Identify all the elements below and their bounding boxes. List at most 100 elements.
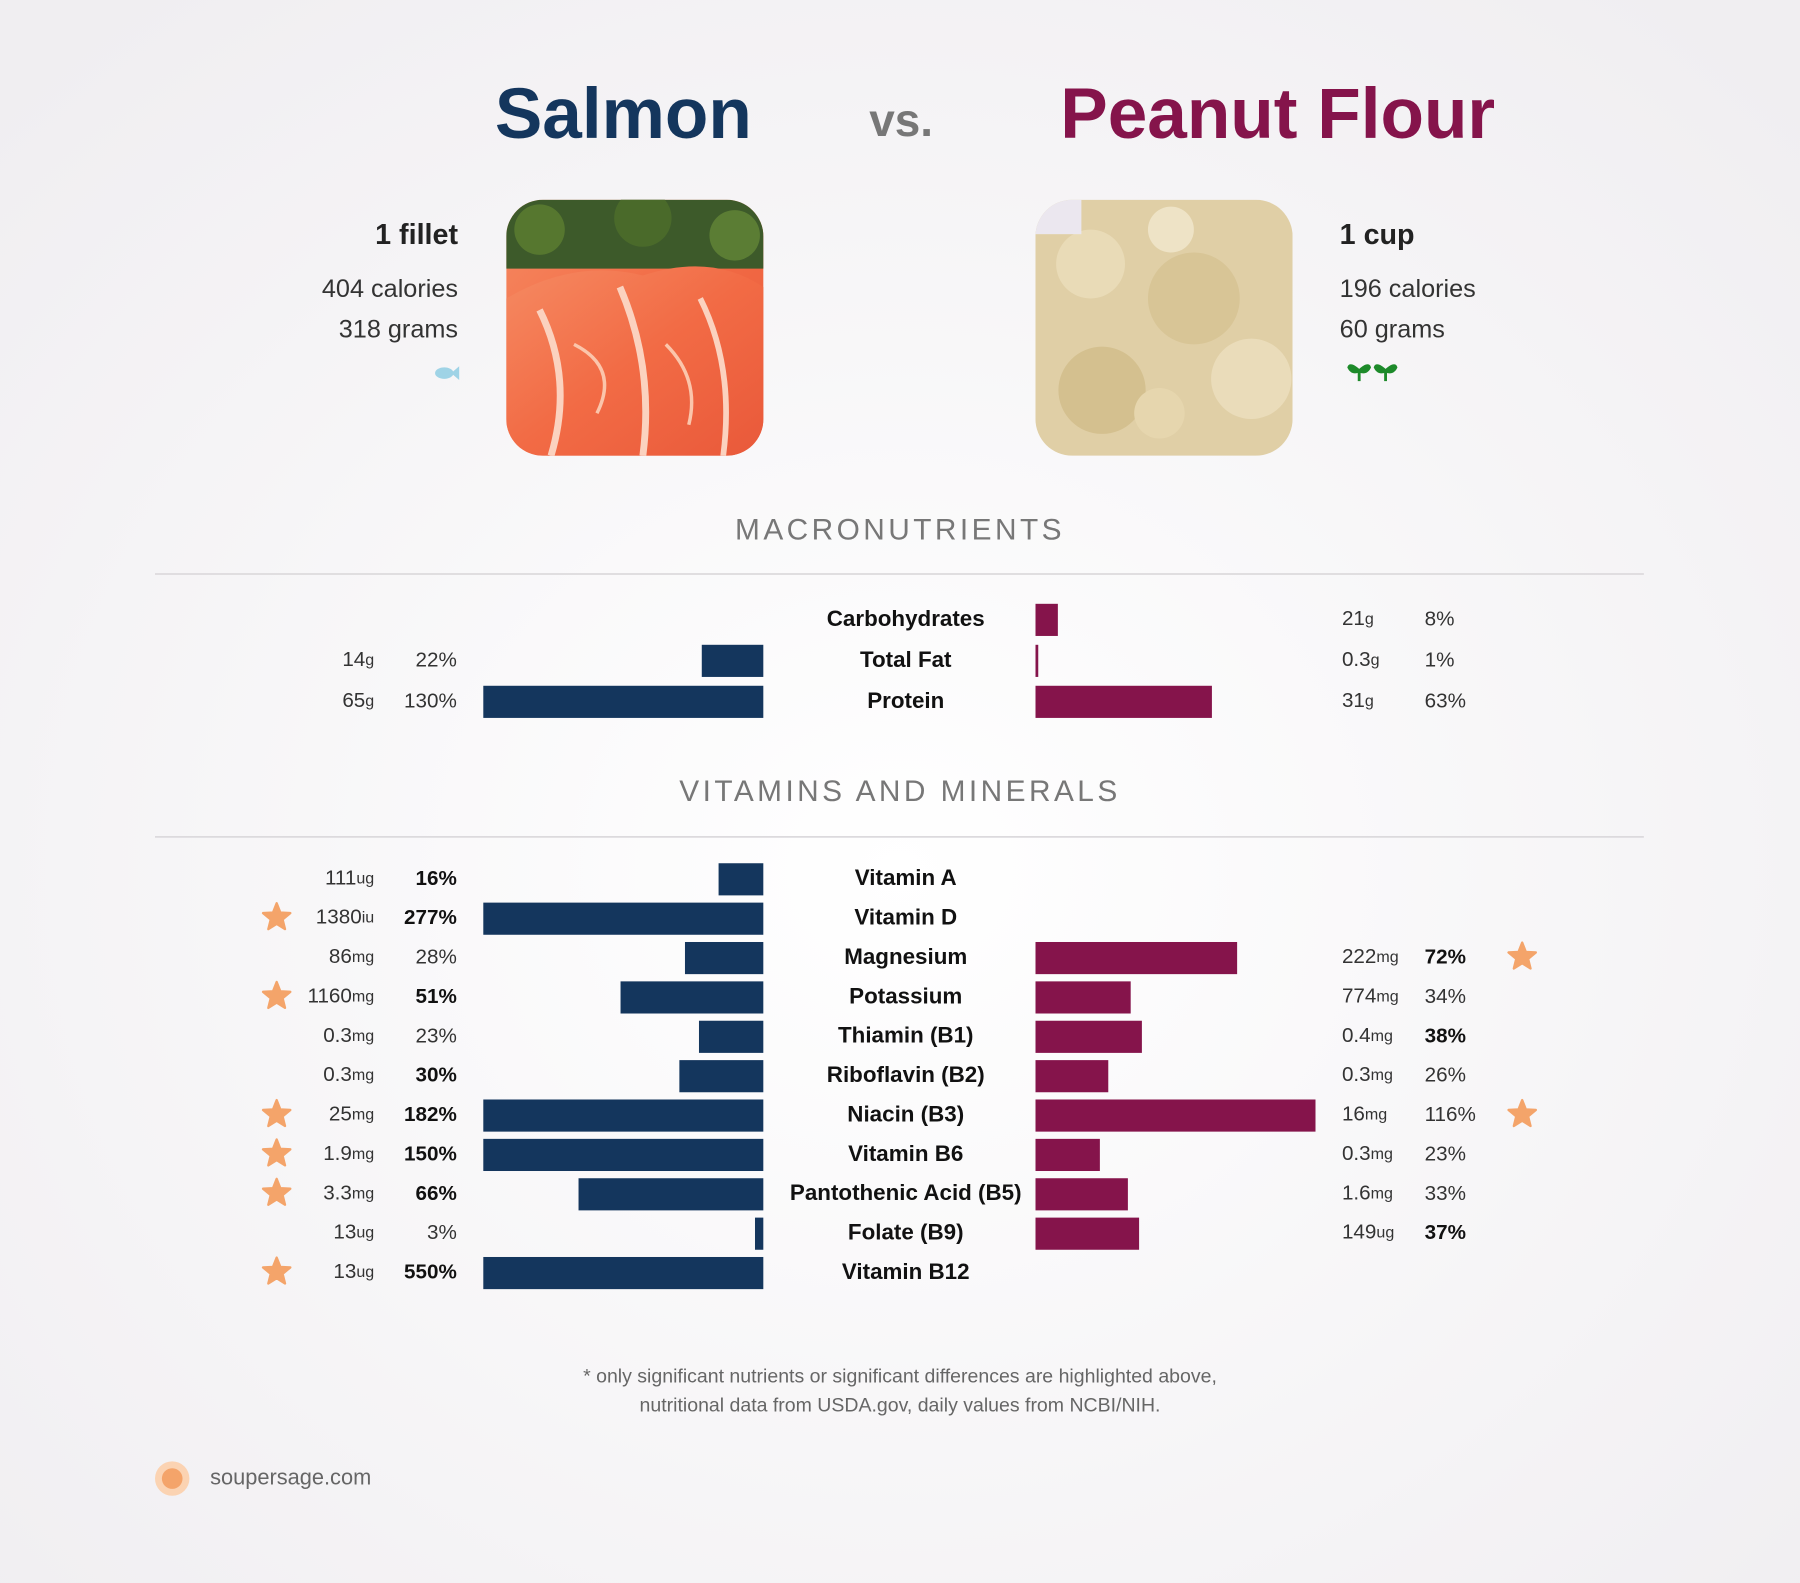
peanut-image (1035, 199, 1293, 456)
percent: 34% (1425, 985, 1466, 1008)
amount: 14g (342, 648, 374, 671)
bar-group (1035, 981, 1131, 1014)
amount-value: 1.9 (323, 1142, 352, 1165)
bar (679, 1060, 764, 1093)
amount-unit: mg (352, 1106, 374, 1124)
amount: 13ug (333, 1221, 374, 1244)
nutrient-label: Protein (867, 688, 944, 713)
footnote-line: nutritional data from USDA.gov, daily va… (640, 1394, 1161, 1416)
amount-value: 0.3 (1342, 1142, 1371, 1165)
percent: 30% (416, 1064, 457, 1087)
amount-value: 31 (1342, 689, 1365, 712)
peanut-serving: 1 cup (1340, 219, 1415, 251)
bar-group (698, 1020, 764, 1053)
bar (1035, 1020, 1142, 1053)
fish-icon (435, 366, 460, 380)
percent: 33% (1425, 1182, 1466, 1205)
amount: 0.3mg (1342, 1142, 1393, 1165)
amount-value: 14 (342, 648, 365, 671)
percent: 150% (404, 1142, 457, 1165)
amount: 1380iu (316, 906, 374, 929)
percent: 23% (416, 1024, 457, 1047)
bar-group (1035, 603, 1058, 636)
amount: 21g (1342, 607, 1374, 630)
percent: 116% (1425, 1103, 1476, 1126)
amount-value: 1160 (307, 985, 351, 1008)
bar (483, 1099, 764, 1132)
amount-unit: g (365, 692, 374, 710)
amount: 65g (342, 689, 374, 712)
percent: 38% (1425, 1024, 1466, 1047)
bar (1035, 1178, 1128, 1211)
amount: 111ug (325, 867, 374, 890)
bar-group (1035, 1178, 1128, 1211)
amount-unit: ug (356, 1263, 374, 1281)
bar (1035, 1099, 1316, 1132)
amount-unit: ug (356, 870, 374, 888)
bar (701, 644, 764, 677)
amount-unit: mg (352, 988, 374, 1006)
amount-value: 1.6 (1342, 1182, 1371, 1205)
peanut-grams: 60 grams (1340, 315, 1445, 343)
bar (1035, 644, 1039, 677)
amount: 0.3mg (1342, 1064, 1393, 1087)
bar (483, 902, 764, 935)
amount-value: 86 (329, 946, 352, 969)
amount-value: 25 (329, 1103, 352, 1126)
title-right: Peanut Flour (1060, 75, 1495, 154)
star (261, 980, 292, 1010)
amount: 25mg (329, 1103, 374, 1126)
footnote-line: * only significant nutrients or signific… (583, 1366, 1217, 1388)
percent: 63% (1425, 689, 1466, 712)
percent: 26% (1425, 1064, 1466, 1087)
peanut-calories: 196 calories (1340, 275, 1476, 303)
plant-icon (1347, 364, 1398, 382)
nutrient-label: Folate (B9) (848, 1220, 964, 1245)
percent: 51% (416, 985, 457, 1008)
bar-group (620, 981, 764, 1014)
bar-group (1035, 685, 1212, 718)
nutrient-label: Magnesium (844, 944, 967, 969)
bar-group (1035, 1020, 1142, 1053)
bar-group (483, 1099, 764, 1132)
bar (1035, 941, 1238, 975)
bar (1035, 603, 1058, 636)
amount-value: 0.3 (323, 1064, 352, 1087)
bar (1035, 685, 1212, 718)
amount-value: 13 (333, 1221, 356, 1244)
bar (698, 1020, 764, 1053)
amount-unit: mg (1371, 1066, 1393, 1084)
bar-group (578, 1178, 764, 1211)
amount-value: 1380 (316, 906, 362, 929)
amount-unit: mg (1376, 948, 1398, 966)
amount: 1.6mg (1342, 1182, 1393, 1205)
star (261, 1138, 292, 1167)
bar-group (718, 863, 764, 896)
section-heading: MACRONUTRIENTS (735, 513, 1065, 546)
amount-unit: mg (352, 1145, 374, 1163)
amount: 13ug (333, 1261, 374, 1284)
amount-unit: mg (1371, 1185, 1393, 1203)
amount: 774mg (1342, 985, 1399, 1008)
nutrient-label: Potassium (849, 983, 962, 1008)
amount: 1160mg (307, 985, 374, 1008)
percent: 37% (1425, 1221, 1466, 1244)
nutrient-label: Pantothenic Acid (B5) (790, 1180, 1022, 1205)
bar (483, 685, 764, 718)
star (1507, 1098, 1537, 1128)
bar-group (1035, 1099, 1316, 1132)
nutrient-label: Thiamin (B1) (838, 1023, 974, 1048)
percent: 130% (404, 689, 457, 712)
amount-value: 3.3 (323, 1182, 352, 1205)
nutrient-label: Niacin (B3) (847, 1101, 964, 1126)
percent: 72% (1425, 946, 1466, 969)
salmon-image (506, 199, 764, 456)
percent: 1% (1425, 648, 1455, 671)
amount-value: 0.3 (323, 1024, 352, 1047)
nutrient-label: Total Fat (860, 647, 952, 672)
star (261, 902, 292, 931)
bar (620, 981, 764, 1014)
bar (1035, 1060, 1109, 1093)
